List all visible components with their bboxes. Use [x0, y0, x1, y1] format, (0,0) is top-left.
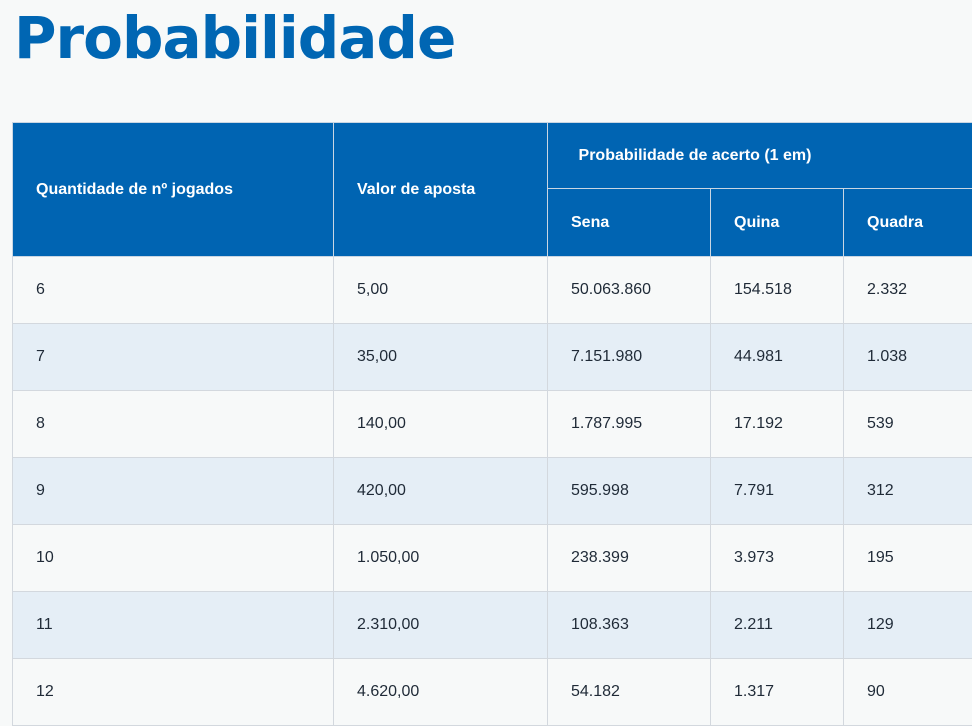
cell-quantidade: 6: [13, 257, 334, 324]
header-sena: Sena: [548, 189, 711, 257]
cell-sena: 108.363: [548, 592, 711, 659]
header-probabilidade-label: Probabilidade de acerto (1 em): [480, 147, 910, 165]
cell-valor: 35,00: [334, 324, 548, 391]
cell-quadra: 1.038: [844, 324, 972, 391]
header-quantidade: Quantidade de nº jogados: [13, 123, 334, 257]
cell-quina: 1.317: [711, 659, 844, 726]
cell-quina: 7.791: [711, 458, 844, 525]
header-quadra: Quadra: [844, 189, 972, 257]
cell-quantidade: 7: [13, 324, 334, 391]
header-quina: Quina: [711, 189, 844, 257]
cell-quina: 17.192: [711, 391, 844, 458]
cell-quina: 44.981: [711, 324, 844, 391]
cell-valor: 140,00: [334, 391, 548, 458]
cell-quantidade: 12: [13, 659, 334, 726]
cell-sena: 1.787.995: [548, 391, 711, 458]
cell-quadra: 195: [844, 525, 972, 592]
cell-quadra: 129: [844, 592, 972, 659]
header-valor: Valor de aposta: [334, 123, 548, 257]
cell-valor: 420,00: [334, 458, 548, 525]
cell-valor: 1.050,00: [334, 525, 548, 592]
cell-sena: 595.998: [548, 458, 711, 525]
cell-valor: 5,00: [334, 257, 548, 324]
cell-quina: 154.518: [711, 257, 844, 324]
cell-quantidade: 11: [13, 592, 334, 659]
cell-quantidade: 10: [13, 525, 334, 592]
cell-sena: 54.182: [548, 659, 711, 726]
cell-quadra: 312: [844, 458, 972, 525]
cell-sena: 7.151.980: [548, 324, 711, 391]
cell-sena: 50.063.860: [548, 257, 711, 324]
cell-sena: 238.399: [548, 525, 711, 592]
cell-valor: 2.310,00: [334, 592, 548, 659]
cell-quina: 3.973: [711, 525, 844, 592]
cell-quina: 2.211: [711, 592, 844, 659]
header-probabilidade-group: Probabilidade de acerto (1 em): [548, 123, 972, 189]
cell-quadra: 90: [844, 659, 972, 726]
probability-table: Quantidade de nº jogados Valor de aposta…: [12, 122, 972, 726]
cell-quantidade: 8: [13, 391, 334, 458]
page-title: Probabilidade: [14, 0, 455, 76]
cell-valor: 4.620,00: [334, 659, 548, 726]
cell-quantidade: 9: [13, 458, 334, 525]
cell-quadra: 539: [844, 391, 972, 458]
cell-quadra: 2.332: [844, 257, 972, 324]
